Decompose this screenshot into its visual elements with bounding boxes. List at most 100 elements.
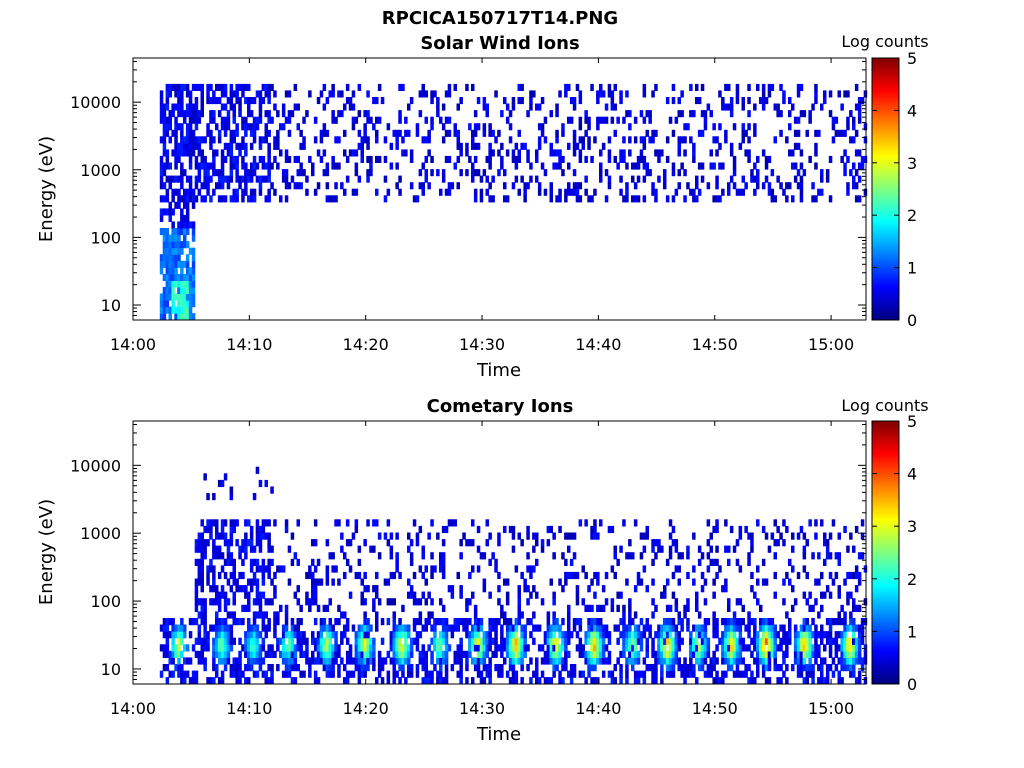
spectrogram-cell [642, 670, 647, 678]
spectrogram-cell [613, 545, 617, 553]
spectrogram-cell [162, 300, 167, 308]
spectrogram-cell [180, 208, 184, 216]
spectrogram-cell [535, 591, 539, 599]
spectrogram-cell [680, 637, 684, 645]
spectrogram-cell [238, 149, 242, 157]
spectrogram-cell [398, 677, 402, 685]
spectrogram-cell [831, 123, 836, 131]
spectrogram-cell [567, 631, 571, 639]
spectrogram-cell [695, 182, 699, 190]
spectrogram-cell [639, 618, 644, 626]
spectrogram-cell [828, 571, 833, 580]
spectrogram-cell [427, 591, 431, 599]
spectrogram-cell [572, 532, 577, 540]
spectrogram-cell [584, 175, 588, 183]
spectrogram-cell [596, 650, 600, 658]
spectrogram-cell [846, 90, 850, 98]
spectrogram-cell [767, 631, 772, 639]
spectrogram-cell [651, 670, 655, 678]
spectrogram-cell [823, 644, 827, 652]
spectrogram-cell [220, 162, 225, 170]
spectrogram-cell [596, 571, 600, 580]
spectrogram-cell [223, 103, 228, 111]
spectrogram-cell [328, 618, 332, 626]
spectrogram-cell [165, 123, 170, 131]
spectrogram-cell [572, 142, 577, 150]
spectrogram-cell [287, 670, 292, 678]
spectrogram-cell [276, 142, 280, 150]
spectrogram-cell [372, 519, 376, 527]
spectrogram-cell [567, 611, 571, 619]
spectrogram-cell [273, 631, 277, 639]
spectrogram-cell [185, 273, 190, 281]
spectrogram-cell [299, 650, 303, 658]
spectrogram-cell [328, 631, 332, 639]
spectrogram-cell [375, 129, 379, 137]
spectrogram-cell [642, 155, 647, 163]
spectrogram-cell [514, 624, 519, 632]
spectrogram-cell [770, 624, 775, 632]
spectrogram-cell [238, 110, 242, 118]
colorbar-gradient [871, 57, 900, 321]
spectrogram-cell [209, 598, 213, 606]
spectrogram-cell [561, 552, 565, 560]
spectrogram-cell [558, 670, 562, 678]
spectrogram-cell [791, 604, 795, 612]
spectrogram-cell [177, 624, 181, 632]
spectrogram-cell [613, 677, 617, 685]
spectrogram-cell [520, 611, 524, 619]
spectrogram-cell [334, 618, 338, 626]
spectrogram-cell [430, 598, 434, 606]
spectrogram-cell [791, 162, 795, 170]
spectrogram-cell [665, 637, 670, 645]
spectrogram-cell [558, 650, 562, 658]
spectrogram-cell [319, 578, 324, 586]
spectrogram-cell [689, 637, 693, 645]
spectrogram-cell [473, 664, 478, 672]
spectrogram-cell [200, 558, 204, 566]
spectrogram-cell [197, 578, 202, 586]
spectrogram-cell [171, 83, 175, 91]
spectrogram-cell [692, 142, 696, 150]
spectrogram-cell [567, 650, 571, 658]
spectrogram-cell [235, 578, 239, 586]
spectrogram-cell [846, 188, 850, 196]
spectrogram-cell [334, 182, 338, 190]
spectrogram-cell [500, 110, 504, 118]
spectrogram-cell [360, 149, 364, 157]
spectrogram-cell [526, 552, 530, 560]
spectrogram-cell [331, 664, 335, 672]
spectrogram-cell [183, 136, 187, 144]
spectrogram-cell [517, 532, 521, 540]
spectrogram-cell [456, 182, 460, 190]
spectrogram-cell [636, 670, 641, 678]
spectrogram-cell [741, 123, 745, 131]
spectrogram-cell [599, 631, 603, 639]
spectrogram-cell [529, 565, 533, 573]
spectrogram-cell [767, 90, 772, 98]
spectrogram-cell [249, 624, 254, 632]
spectrogram-cell [200, 182, 204, 190]
spectrogram-cell [491, 650, 495, 658]
spectrogram-cell [328, 664, 332, 672]
spectrogram-cell [692, 664, 696, 672]
spectrogram-cell [247, 591, 251, 599]
spectrogram-cell [299, 618, 303, 626]
spectrogram-cell [180, 267, 184, 275]
spectrogram-cell [724, 83, 728, 91]
spectrogram-cell [791, 103, 795, 111]
spectrogram-cell [281, 103, 286, 111]
spectrogram-cell [290, 637, 295, 645]
spectrogram-cell [622, 618, 626, 626]
spectrogram-cell [168, 273, 172, 281]
spectrogram-cell [380, 657, 385, 665]
spectrogram-cell [264, 136, 268, 144]
spectrogram-cell [212, 624, 216, 632]
spectrogram-cell [226, 545, 231, 553]
spectrogram-cell [820, 624, 824, 632]
spectrogram-cell [674, 598, 679, 606]
spectrogram-cell [276, 644, 280, 652]
spectrogram-cell [625, 182, 629, 190]
spectrogram-cell [561, 123, 565, 131]
spectrogram-cell [159, 136, 164, 144]
